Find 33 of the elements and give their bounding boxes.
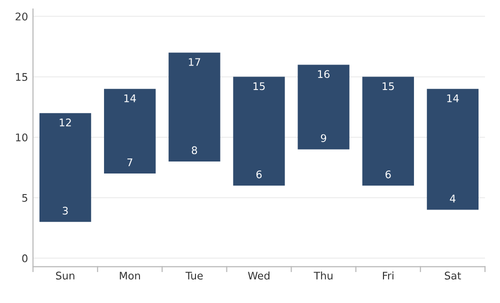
bar (104, 88, 156, 174)
annotation: 4 (450, 194, 456, 202)
annotation: 9 (320, 134, 326, 142)
annotation: 7 (127, 158, 132, 166)
annotation: 6 (386, 170, 391, 178)
x-tick-label: Sat (444, 272, 462, 280)
annotation: 6 (256, 170, 262, 178)
y-tick-label: 0 (22, 254, 28, 262)
bar (39, 113, 92, 222)
annotation: 15 (382, 82, 394, 90)
x-tick-label: Thu (314, 272, 332, 280)
x-tick-label: Tue (186, 272, 203, 280)
bar (298, 64, 350, 150)
annotation: 14 (124, 94, 136, 102)
bar (426, 88, 479, 210)
bar (233, 76, 285, 186)
annotation: 8 (192, 146, 198, 154)
annotation: 16 (318, 70, 330, 78)
annotation: 3 (62, 206, 68, 215)
annotation: 15 (254, 82, 265, 90)
bar (362, 76, 414, 186)
annotation: 12 (60, 118, 71, 126)
annotation: 14 (447, 94, 459, 102)
x-tick-label: Sun (56, 272, 74, 280)
y-tick-label: 10 (16, 133, 28, 142)
x-tick-label: Mon (120, 272, 140, 280)
y-tick-label: 20 (16, 12, 28, 20)
annotation: 17 (188, 58, 200, 66)
x-tick-label: Fri (382, 272, 394, 280)
bar (168, 52, 220, 162)
y-tick-label: 5 (22, 194, 28, 202)
y-tick-label: 15 (16, 73, 28, 81)
x-tick-label: Wed (248, 272, 270, 280)
